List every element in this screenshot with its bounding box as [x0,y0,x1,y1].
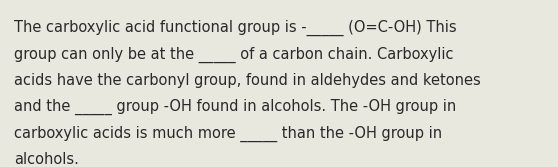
Text: The carboxylic acid functional group is -_____ (O=C-OH) This: The carboxylic acid functional group is … [14,20,456,36]
Text: group can only be at the _____ of a carbon chain. Carboxylic: group can only be at the _____ of a carb… [14,46,454,63]
Text: carboxylic acids is much more _____ than the -OH group in: carboxylic acids is much more _____ than… [14,126,442,142]
Text: and the _____ group -OH found in alcohols. The -OH group in: and the _____ group -OH found in alcohol… [14,99,456,115]
Text: acids have the carbonyl group, found in aldehydes and ketones: acids have the carbonyl group, found in … [14,73,480,88]
Text: alcohols.: alcohols. [14,152,79,167]
